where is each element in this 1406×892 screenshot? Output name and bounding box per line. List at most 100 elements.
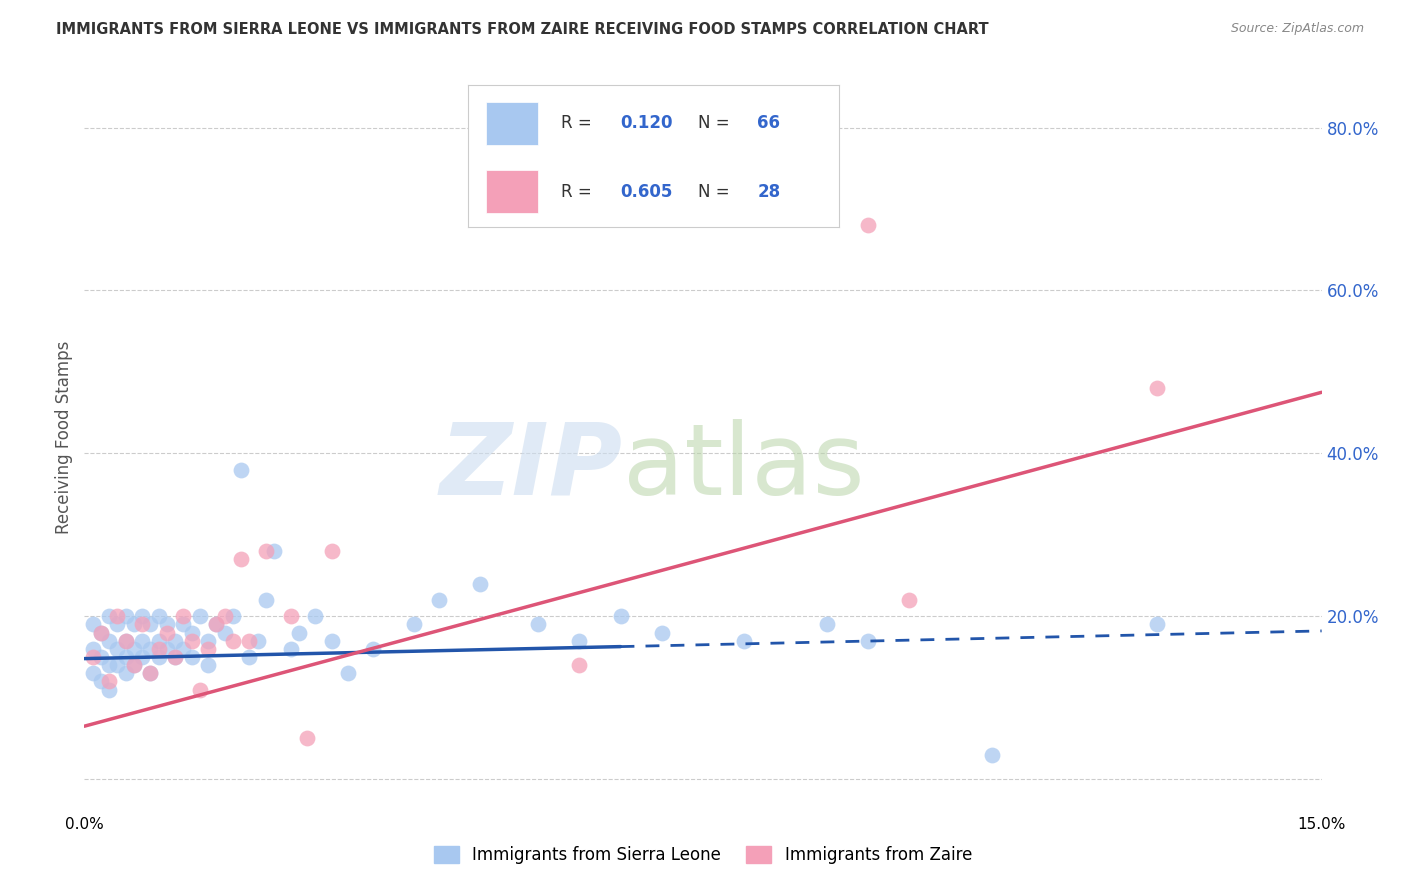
Point	[188, 682, 211, 697]
Point	[288, 625, 311, 640]
Point	[98, 682, 121, 697]
Point	[980, 747, 1002, 762]
Text: Source: ZipAtlas.com: Source: ZipAtlas.com	[1230, 22, 1364, 36]
Point	[856, 219, 879, 233]
Point	[105, 658, 128, 673]
Point	[156, 625, 179, 640]
Point	[254, 544, 277, 558]
Point	[114, 650, 136, 665]
Point	[90, 625, 112, 640]
Point	[568, 658, 591, 673]
Point	[82, 666, 104, 681]
Point	[105, 641, 128, 656]
Point	[229, 552, 252, 566]
Point	[131, 609, 153, 624]
Point	[254, 593, 277, 607]
Point	[205, 617, 228, 632]
Point	[609, 609, 631, 624]
Point	[139, 666, 162, 681]
Point	[98, 658, 121, 673]
Point	[815, 617, 838, 632]
Legend: Immigrants from Sierra Leone, Immigrants from Zaire: Immigrants from Sierra Leone, Immigrants…	[427, 839, 979, 871]
Point	[90, 674, 112, 689]
Point	[90, 650, 112, 665]
Text: IMMIGRANTS FROM SIERRA LEONE VS IMMIGRANTS FROM ZAIRE RECEIVING FOOD STAMPS CORR: IMMIGRANTS FROM SIERRA LEONE VS IMMIGRAN…	[56, 22, 988, 37]
Point	[148, 650, 170, 665]
Text: ZIP: ZIP	[440, 418, 623, 516]
Point	[295, 731, 318, 746]
Point	[404, 617, 426, 632]
Point	[122, 617, 145, 632]
Point	[122, 641, 145, 656]
Point	[568, 633, 591, 648]
Point	[139, 641, 162, 656]
Y-axis label: Receiving Food Stamps: Receiving Food Stamps	[55, 341, 73, 533]
Point	[733, 633, 755, 648]
Point	[90, 625, 112, 640]
Point	[156, 617, 179, 632]
Point	[82, 617, 104, 632]
Point	[197, 641, 219, 656]
Point	[98, 609, 121, 624]
Point	[82, 641, 104, 656]
Point	[165, 650, 187, 665]
Point	[122, 658, 145, 673]
Point	[188, 609, 211, 624]
Point	[156, 641, 179, 656]
Point	[114, 609, 136, 624]
Point	[165, 650, 187, 665]
Point	[180, 633, 202, 648]
Point	[427, 593, 450, 607]
Point	[114, 633, 136, 648]
Point	[246, 633, 269, 648]
Point	[470, 576, 492, 591]
Point	[82, 650, 104, 665]
Point	[1146, 381, 1168, 395]
Point	[238, 633, 260, 648]
Point	[172, 617, 194, 632]
Point	[321, 544, 343, 558]
Point	[337, 666, 360, 681]
Point	[105, 609, 128, 624]
Point	[205, 617, 228, 632]
Point	[197, 658, 219, 673]
Point	[114, 666, 136, 681]
Point	[1146, 617, 1168, 632]
Point	[238, 650, 260, 665]
Point	[280, 609, 302, 624]
Point	[105, 617, 128, 632]
Point	[898, 593, 921, 607]
Point	[165, 633, 187, 648]
Point	[214, 625, 236, 640]
Point	[131, 650, 153, 665]
Point	[361, 641, 384, 656]
Point	[148, 633, 170, 648]
Point	[180, 650, 202, 665]
Point	[131, 617, 153, 632]
Point	[139, 617, 162, 632]
Point	[172, 609, 194, 624]
Point	[222, 633, 245, 648]
Point	[651, 625, 673, 640]
Point	[180, 625, 202, 640]
Point	[114, 633, 136, 648]
Point	[856, 633, 879, 648]
Point	[98, 633, 121, 648]
Point	[197, 633, 219, 648]
Text: atlas: atlas	[623, 418, 865, 516]
Point	[148, 641, 170, 656]
Point	[214, 609, 236, 624]
Point	[321, 633, 343, 648]
Point	[98, 674, 121, 689]
Point	[131, 633, 153, 648]
Point	[280, 641, 302, 656]
Point	[148, 609, 170, 624]
Point	[304, 609, 326, 624]
Point	[527, 617, 550, 632]
Point	[172, 641, 194, 656]
Point	[222, 609, 245, 624]
Point	[229, 463, 252, 477]
Point	[122, 658, 145, 673]
Point	[139, 666, 162, 681]
Point	[263, 544, 285, 558]
